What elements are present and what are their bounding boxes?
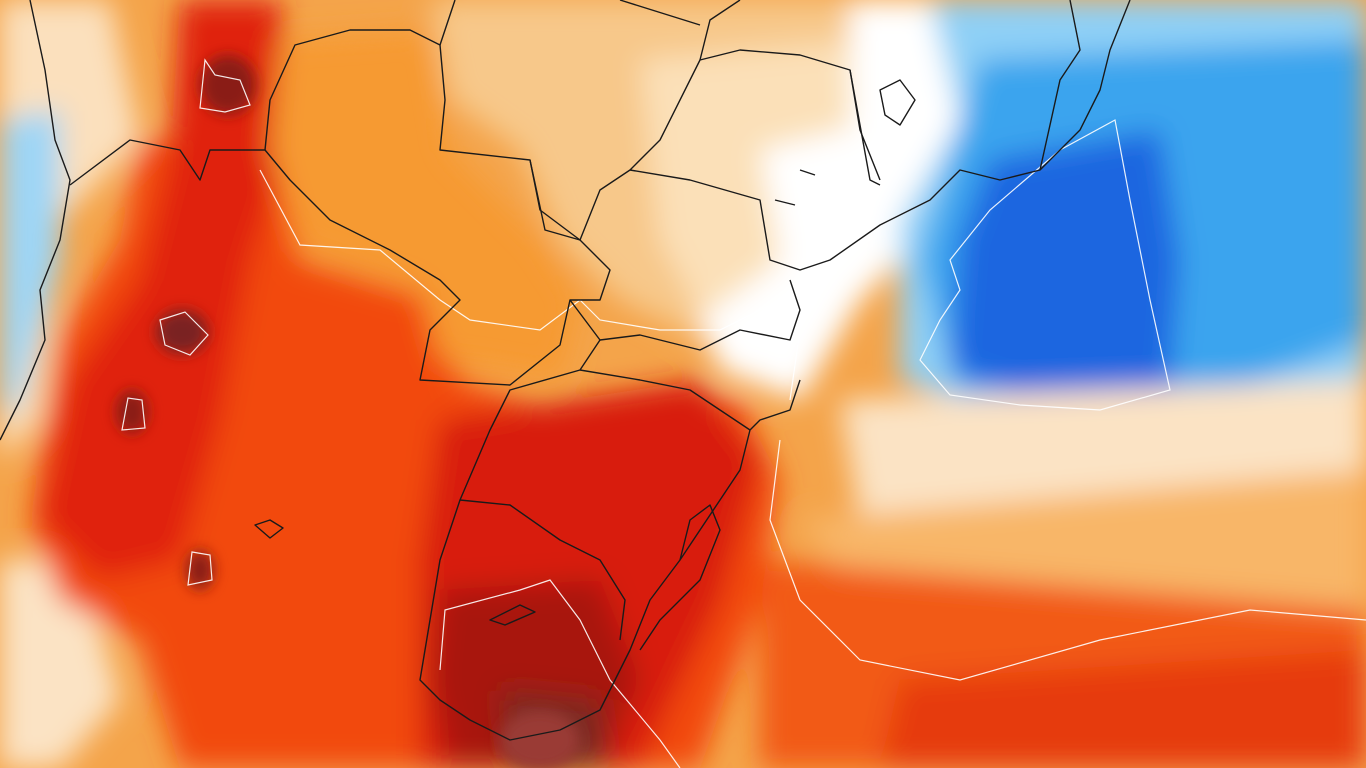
hot-spots: [116, 55, 580, 768]
borders: [0, 0, 1131, 741]
isolines: [121, 58, 1366, 768]
